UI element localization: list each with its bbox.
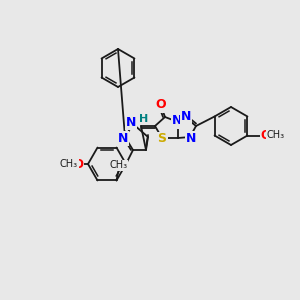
Text: CH₃: CH₃ — [110, 160, 128, 170]
Text: N: N — [181, 110, 191, 122]
Text: N: N — [186, 131, 196, 145]
Text: O: O — [156, 98, 166, 112]
Text: N: N — [118, 131, 128, 145]
Text: H: H — [140, 114, 148, 124]
Text: N: N — [126, 116, 136, 128]
Text: S: S — [158, 133, 166, 146]
Text: O: O — [73, 158, 83, 170]
Text: CH₃: CH₃ — [60, 159, 78, 169]
Text: O: O — [260, 129, 271, 142]
Text: CH₃: CH₃ — [266, 130, 284, 140]
Text: N: N — [172, 115, 182, 128]
